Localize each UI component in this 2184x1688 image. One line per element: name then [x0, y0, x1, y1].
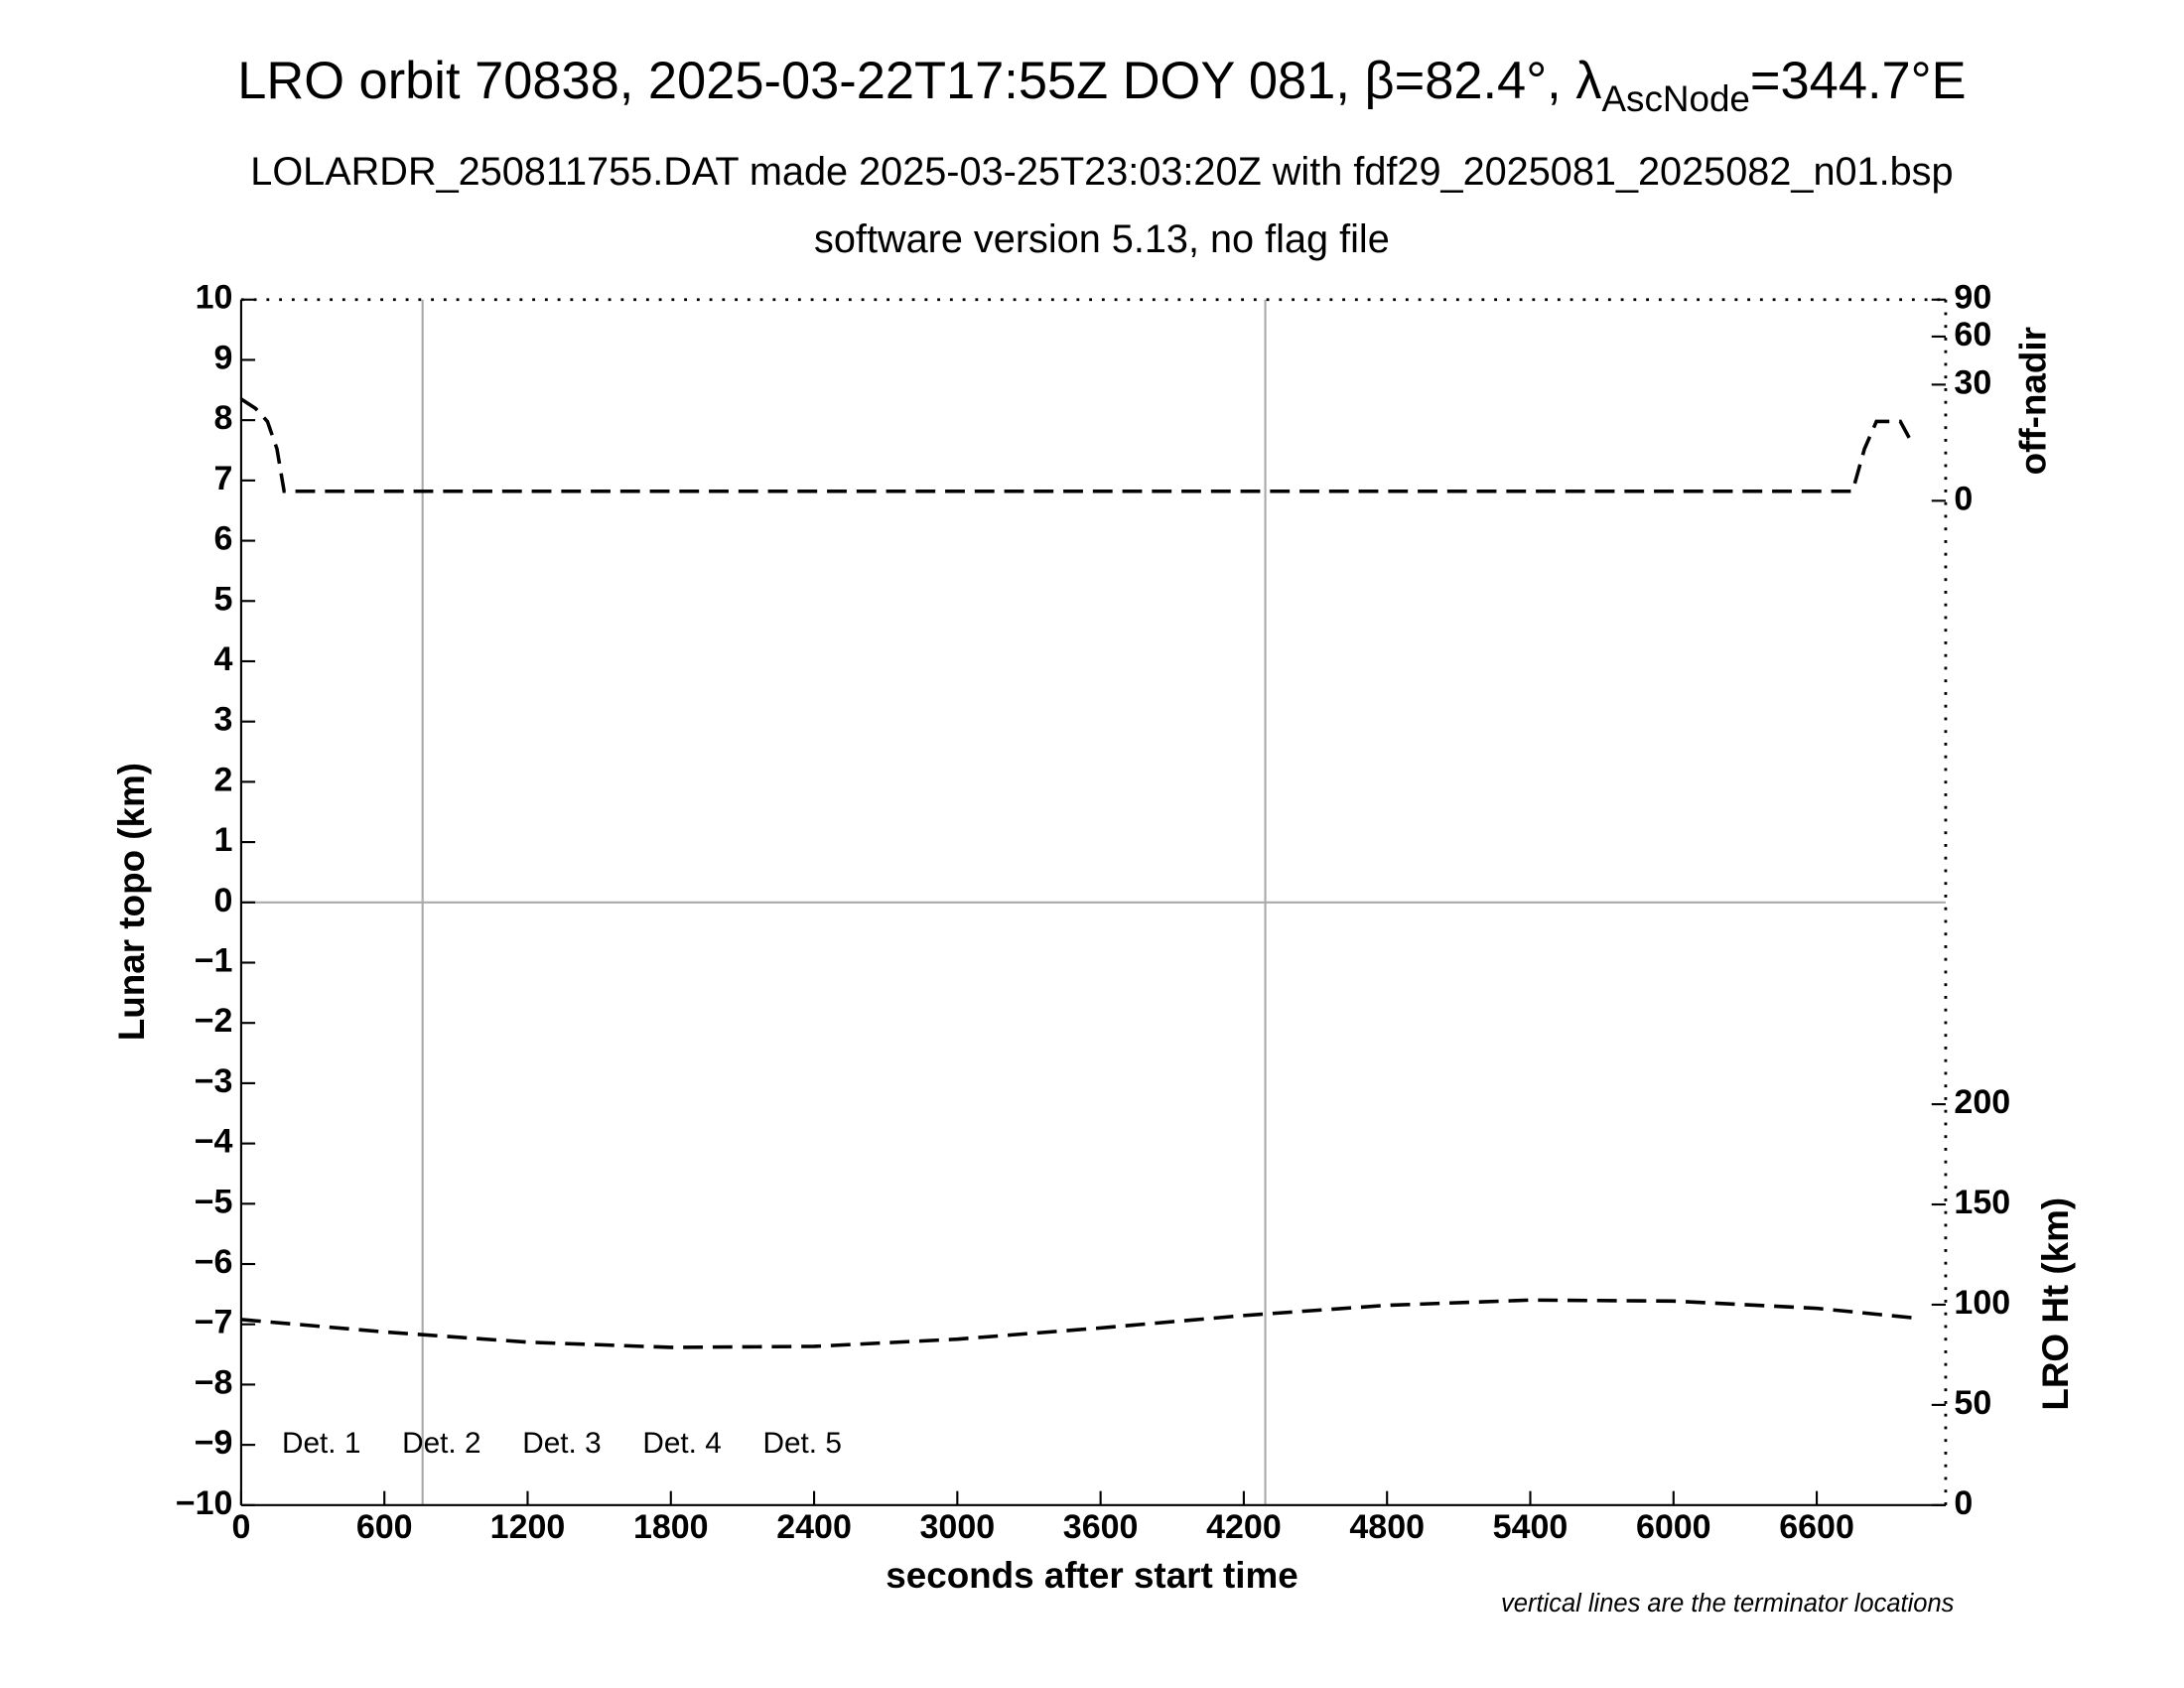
y-axis-label: Lunar topo (km) — [111, 763, 152, 1041]
y-tick-label-right: 150 — [1954, 1184, 2010, 1221]
annotation: vertical lines are the terminator locati… — [1501, 1590, 1955, 1618]
y-tick-label: 1 — [213, 821, 232, 859]
y-tick-label: −8 — [195, 1363, 233, 1401]
y-tick-label: −9 — [195, 1424, 233, 1462]
y-tick-label: −4 — [195, 1123, 233, 1161]
y2-axis-label: off-nadir — [2012, 327, 2053, 475]
y-tick-label: 10 — [196, 279, 233, 317]
y-tick-label: 5 — [213, 580, 232, 618]
x-tick-label: 5400 — [1493, 1508, 1569, 1546]
x-tick-label: 1800 — [633, 1508, 709, 1546]
chart-title: LRO orbit 70838, 2025-03-22T17:55Z DOY 0… — [237, 53, 1966, 119]
y-tick-label: −5 — [195, 1183, 233, 1220]
title-subscript: AscNode — [1601, 78, 1749, 119]
y-tick-label: −7 — [195, 1304, 233, 1341]
data-line — [239, 397, 1914, 493]
y-tick-label: 3 — [213, 701, 232, 739]
y-tick-label-right: 50 — [1954, 1384, 1991, 1422]
y-tick-label-right: 60 — [1954, 316, 1991, 353]
y-tick-label-right: 30 — [1954, 363, 1991, 401]
x-tick-label: 6600 — [1779, 1508, 1854, 1546]
y-tick-label-right: 0 — [1954, 1484, 1973, 1522]
y-tick-label: 2 — [213, 761, 232, 798]
data-line — [240, 1298, 1913, 1349]
y-tick-label: 0 — [213, 882, 232, 919]
y-tick-label: 9 — [213, 339, 232, 376]
subtitle: software version 5.13, no flag file — [814, 217, 1390, 261]
y-tick-label: −1 — [195, 941, 233, 979]
x-tick-label: 600 — [356, 1508, 413, 1546]
y-tick-label: 8 — [213, 399, 232, 437]
x-tick-label: 3600 — [1063, 1508, 1139, 1546]
title-main: LRO orbit 70838, 2025-03-22T17:55Z DOY 0… — [237, 53, 1601, 110]
y-tick-label: −6 — [195, 1243, 233, 1281]
y-tick-label: −10 — [176, 1484, 233, 1522]
y-tick-label-right: 90 — [1954, 279, 1991, 317]
x-tick-label: 1200 — [490, 1508, 566, 1546]
legend-entry: Det. 5 — [763, 1427, 842, 1460]
x-axis-label: seconds after start time — [886, 1555, 1298, 1596]
legend-entry: Det. 4 — [642, 1427, 721, 1460]
x-tick-label: 0 — [231, 1508, 250, 1546]
legend-entry: Det. 1 — [282, 1427, 360, 1460]
x-tick-label: 6000 — [1636, 1508, 1711, 1546]
y-tick-label: 7 — [213, 460, 232, 497]
y-tick-label-right: 0 — [1954, 480, 1973, 517]
subtitle: LOLARDR_250811755.DAT made 2025-03-25T23… — [250, 150, 1953, 194]
title-end: =344.7°E — [1750, 53, 1967, 110]
legend-entry: Det. 2 — [402, 1427, 480, 1460]
x-tick-label: 4800 — [1349, 1508, 1425, 1546]
y-tick-label-right: 100 — [1954, 1284, 2010, 1322]
y-tick-label: −2 — [195, 1002, 233, 1040]
x-tick-label: 3000 — [920, 1508, 996, 1546]
x-tick-label: 4200 — [1206, 1508, 1282, 1546]
y-tick-label: 4 — [213, 640, 232, 678]
y-tick-label-right: 200 — [1954, 1083, 2010, 1121]
legend-entry: Det. 3 — [522, 1427, 601, 1460]
y3-axis-label: LRO Ht (km) — [2035, 1197, 2076, 1411]
x-tick-label: 2400 — [776, 1508, 852, 1546]
y-tick-label: 6 — [213, 520, 232, 558]
y-tick-label: −3 — [195, 1062, 233, 1100]
